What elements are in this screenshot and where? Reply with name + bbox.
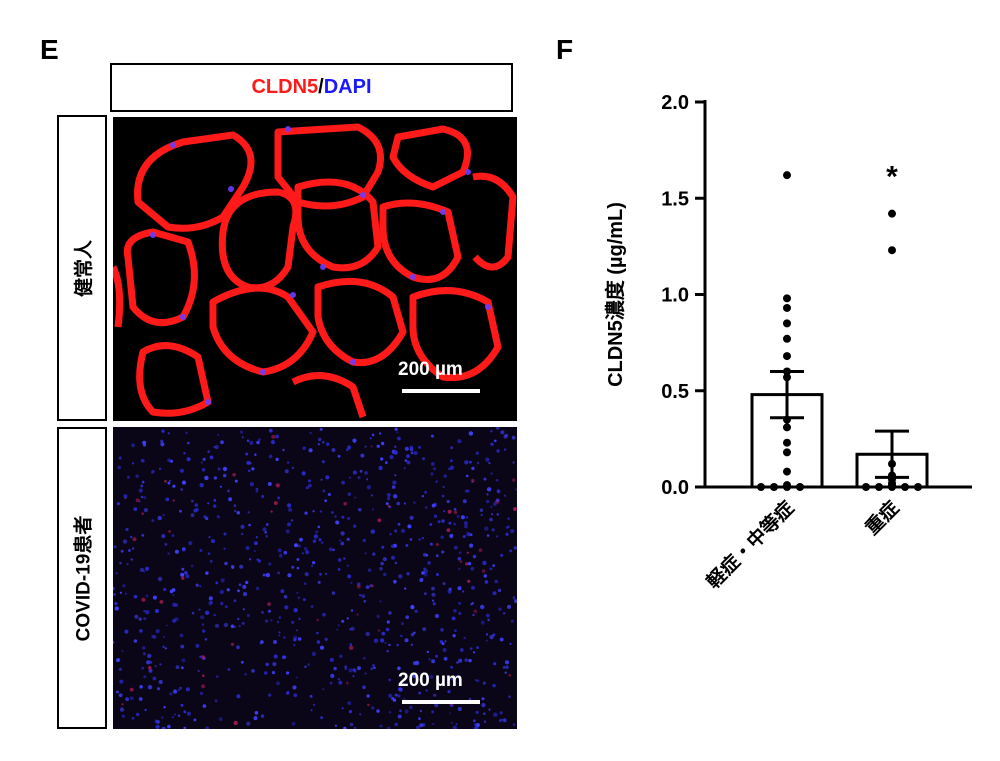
data-point [783, 483, 791, 491]
data-point [783, 171, 791, 180]
scalebar-label-covid: 200 µm [398, 670, 463, 691]
data-point [862, 483, 870, 491]
micrograph-covid: 200 µm [113, 427, 517, 729]
data-point [783, 294, 791, 303]
nuclei-texture [113, 427, 517, 729]
data-point [888, 209, 896, 218]
y-axis-label: CLDN5濃度 (µg/mL) [603, 202, 627, 387]
bar-chart: 0.0 0.5 1.0 1.5 2.0 CLDN5濃度 (µg/mL) 軽症・中等症 重症 * [603, 92, 972, 593]
data-point [888, 459, 896, 468]
x-tick-label: 軽症・中等症 [702, 496, 799, 593]
panel-label-e: E [40, 34, 59, 65]
micrograph-healthy: 200 µm [113, 117, 517, 421]
stain-header: CLDN5/DAPI [110, 63, 513, 112]
data-point [914, 483, 922, 491]
data-point [796, 483, 804, 491]
micrograph-healthy-image [113, 123, 517, 419]
y-tick-label: 1.5 [661, 188, 689, 210]
y-tick-label: 0.5 [661, 381, 689, 403]
data-point [901, 483, 909, 491]
y-tick-label: 1.0 [661, 285, 689, 307]
stain-cldn5-label: CLDN5 [251, 76, 319, 98]
data-point [783, 352, 791, 361]
data-point [783, 438, 791, 447]
row-label-box-healthy: 健常人 [57, 115, 107, 421]
row-label-box-covid: COVID-19患者 [57, 427, 107, 729]
data-point [783, 303, 791, 312]
data-point [783, 423, 791, 432]
y-tick-label: 0.0 [661, 477, 689, 499]
panel-label-f: F [556, 34, 574, 65]
significance-asterisk: * [886, 161, 898, 194]
data-point [783, 467, 791, 476]
y-tick-label: 2.0 [661, 92, 689, 114]
data-point [770, 483, 778, 491]
data-point [888, 246, 896, 255]
scalebar-healthy [402, 389, 480, 393]
data-point [783, 367, 791, 376]
stain-dapi-label: DAPI [323, 76, 372, 98]
data-point [783, 373, 791, 382]
data-point [875, 483, 883, 491]
data-point [783, 448, 791, 457]
micrograph-covid-image [113, 427, 517, 729]
data-point [783, 415, 791, 424]
row-label-healthy: 健常人 [73, 239, 95, 297]
row-label-covid: COVID-19患者 [73, 515, 95, 641]
x-tick-label: 重症 [860, 496, 903, 539]
scalebar-covid [402, 700, 480, 704]
data-point [783, 334, 791, 343]
scalebar-label-healthy: 200 µm [398, 359, 463, 380]
data-point [783, 319, 791, 328]
data-point [757, 483, 765, 491]
data-point [888, 483, 896, 491]
stain-separator: / [318, 76, 324, 98]
